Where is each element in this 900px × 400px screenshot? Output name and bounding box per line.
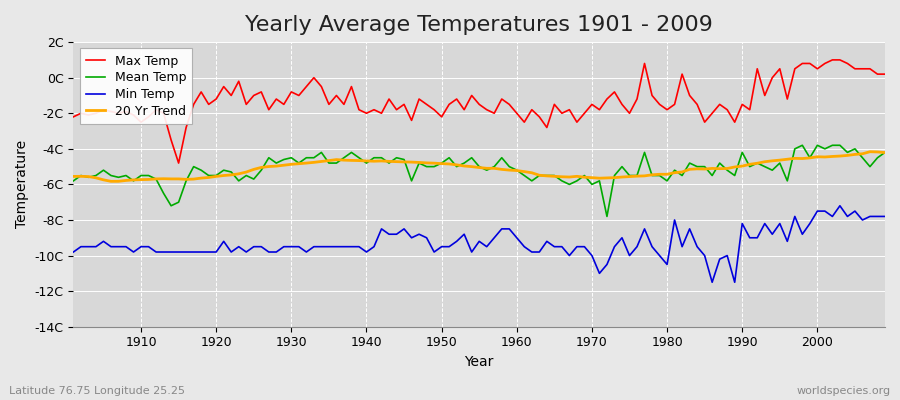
Max Temp	[827, 58, 838, 62]
Mean Temp	[338, 155, 349, 160]
Min Temp	[293, 244, 304, 249]
Line: Min Temp: Min Temp	[74, 206, 885, 282]
X-axis label: Year: Year	[464, 355, 494, 369]
Line: 20 Yr Trend: 20 Yr Trend	[74, 152, 885, 181]
Max Temp	[301, 84, 311, 89]
Max Temp	[519, 120, 530, 124]
Min Temp	[68, 250, 79, 254]
Mean Temp	[609, 173, 620, 178]
20 Yr Trend	[865, 149, 876, 154]
Mean Temp	[68, 178, 79, 183]
Min Temp	[338, 244, 349, 249]
Max Temp	[128, 113, 139, 118]
Max Temp	[511, 111, 522, 116]
Max Temp	[879, 72, 890, 76]
Max Temp	[68, 114, 79, 119]
20 Yr Trend	[105, 179, 116, 184]
20 Yr Trend	[346, 158, 356, 163]
20 Yr Trend	[609, 175, 620, 180]
Mean Temp	[128, 178, 139, 183]
Text: Latitude 76.75 Longitude 25.25: Latitude 76.75 Longitude 25.25	[9, 386, 185, 396]
Min Temp	[834, 203, 845, 208]
Mean Temp	[601, 214, 612, 219]
20 Yr Trend	[136, 177, 147, 182]
Min Temp	[511, 235, 522, 240]
Mean Temp	[879, 150, 890, 155]
20 Yr Trend	[511, 168, 522, 173]
Y-axis label: Temperature: Temperature	[15, 140, 29, 228]
Max Temp	[609, 90, 620, 94]
Mean Temp	[504, 164, 515, 169]
Min Temp	[601, 262, 612, 267]
Min Temp	[504, 226, 515, 231]
Mean Temp	[796, 143, 807, 148]
Mean Temp	[511, 168, 522, 172]
20 Yr Trend	[301, 161, 311, 166]
Max Temp	[346, 84, 356, 89]
Min Temp	[879, 214, 890, 219]
Max Temp	[173, 161, 184, 166]
20 Yr Trend	[879, 150, 890, 155]
Text: worldspecies.org: worldspecies.org	[796, 386, 891, 396]
Legend: Max Temp, Mean Temp, Min Temp, 20 Yr Trend: Max Temp, Mean Temp, Min Temp, 20 Yr Tre…	[80, 48, 193, 124]
Mean Temp	[293, 161, 304, 166]
Line: Max Temp: Max Temp	[74, 60, 885, 163]
Line: Mean Temp: Mean Temp	[74, 145, 885, 216]
Title: Yearly Average Temperatures 1901 - 2009: Yearly Average Temperatures 1901 - 2009	[246, 15, 713, 35]
20 Yr Trend	[519, 169, 530, 174]
Min Temp	[128, 250, 139, 254]
20 Yr Trend	[68, 174, 79, 179]
Min Temp	[706, 280, 717, 285]
